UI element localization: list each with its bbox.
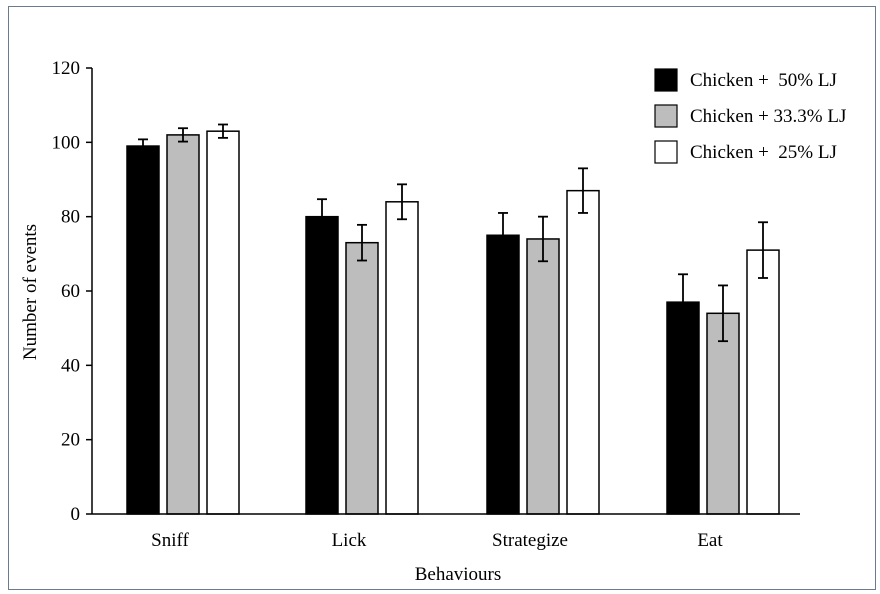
bar-sniff-s1: [126, 145, 160, 515]
legend-swatch-3: [654, 140, 678, 164]
bar-sniff-s2: [166, 134, 200, 515]
bar-eat-s2: [706, 312, 740, 515]
legend-label-3: Chicken + 25% LJ: [690, 142, 837, 163]
bar-strategize-s3: [566, 189, 600, 515]
y-tick-label: 20: [61, 430, 80, 451]
y-tick-label: 40: [61, 355, 80, 376]
legend: Chicken + 50% LJ Chicken + 33.3% LJ Chicke…: [654, 68, 846, 164]
x-tick-label-sniff: Sniff: [151, 530, 189, 551]
y-axis-title: Number of events: [20, 224, 41, 360]
y-tick-label: 100: [52, 132, 81, 153]
bar-strategize-s2: [526, 238, 560, 515]
bar-lick-s2: [345, 241, 379, 515]
y-tick-label: 0: [71, 504, 81, 525]
legend-swatch-1: [654, 68, 678, 92]
bar-eat-s1: [666, 301, 700, 515]
x-tick-label-strategize: Strategize: [492, 530, 568, 551]
y-axis: 0 20 40 60 80 100 120: [52, 58, 93, 525]
bar-lick-s1: [305, 215, 339, 515]
x-axis-title: Behaviours: [415, 564, 502, 585]
x-tick-label-eat: Eat: [697, 530, 723, 551]
x-axis: Sniff Lick Strategize Eat: [92, 513, 800, 551]
x-tick-label-lick: Lick: [332, 530, 367, 551]
legend-label-1: Chicken + 50% LJ: [690, 70, 837, 91]
y-tick-label: 120: [52, 58, 81, 79]
legend-label-2: Chicken + 33.3% LJ: [690, 106, 846, 127]
y-tick-label: 80: [61, 207, 80, 228]
bars-group: [126, 123, 780, 515]
bar-strategize-s1: [486, 234, 520, 515]
bar-eat-s3: [746, 249, 780, 515]
bar-lick-s3: [385, 201, 419, 515]
legend-swatch-2: [654, 104, 678, 128]
bar-sniff-s3: [206, 130, 240, 515]
y-tick-label: 60: [61, 281, 80, 302]
